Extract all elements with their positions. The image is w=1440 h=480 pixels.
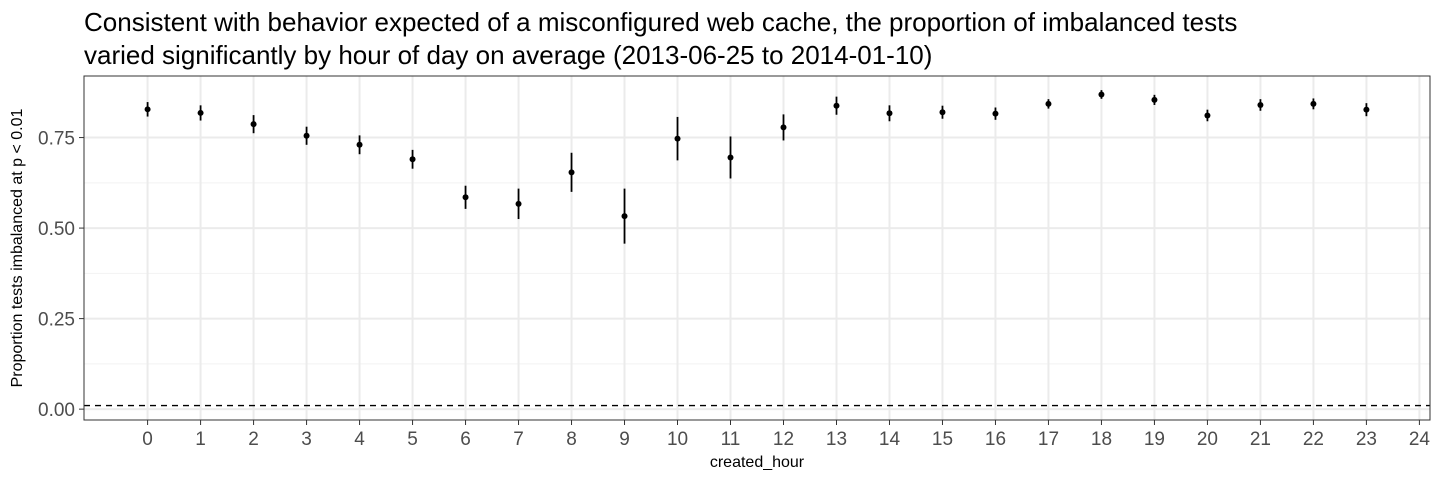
x-tick-label: 3: [301, 429, 312, 450]
x-tick-label: 24: [1409, 429, 1431, 450]
data-point: [1098, 91, 1105, 98]
data-point-group: [1363, 103, 1370, 117]
x-tick-label: 0: [142, 429, 153, 450]
data-point: [144, 106, 151, 113]
x-tick-label: 6: [460, 429, 471, 450]
data-point: [1204, 112, 1211, 119]
data-point-group: [1257, 99, 1264, 111]
data-point-group: [1098, 90, 1105, 99]
x-axis-ticks: 0 1 2 3 4 5 6 7 8 9 10 11 12 13 14 15 16 17 18 19 20 21 22 23 24: [142, 420, 1430, 450]
y-tick-label: 0.75: [38, 129, 75, 150]
data-point-group: [1151, 94, 1158, 105]
x-tick-label: 17: [1038, 429, 1059, 450]
x-tick-label: 22: [1303, 429, 1324, 450]
data-point: [250, 121, 257, 128]
data-point-group: [886, 105, 893, 122]
data-point-group: [780, 114, 787, 141]
x-tick-label: 8: [566, 429, 577, 450]
data-point: [992, 110, 999, 117]
chart-title-line-2: varied significantly by hour of day on a…: [84, 40, 933, 70]
y-tick-label: 0.25: [38, 310, 75, 331]
data-point-group: [1310, 98, 1317, 110]
data-point-group: [992, 107, 999, 120]
data-point: [462, 194, 469, 201]
data-point-group: [462, 185, 469, 209]
data-point: [1257, 101, 1264, 108]
data-point: [356, 141, 363, 148]
data-point: [833, 102, 840, 109]
data-point-group: [144, 102, 151, 117]
data-point-group: [939, 105, 946, 119]
data-marks: [144, 90, 1370, 244]
data-point-group: [356, 135, 363, 155]
x-axis-label: created_hour: [710, 454, 805, 471]
data-point-group: [515, 188, 522, 220]
y-tick-label: 0.50: [38, 219, 75, 240]
data-point-group: [303, 126, 310, 145]
data-point: [939, 109, 946, 116]
x-tick-label: 11: [721, 429, 741, 450]
x-tick-label: 4: [354, 429, 365, 450]
panel-border: [83, 75, 1431, 421]
x-tick-label: 9: [619, 429, 630, 450]
x-tick-label: 13: [826, 429, 847, 450]
data-point-group: [409, 149, 416, 169]
data-point: [197, 109, 204, 116]
data-point: [621, 213, 628, 220]
y-axis-label: Proportion tests imbalanced at p < 0.01: [9, 108, 26, 387]
data-point: [568, 169, 575, 176]
data-point: [1310, 100, 1317, 107]
data-point: [409, 156, 416, 163]
x-tick-label: 15: [932, 429, 953, 450]
data-point: [515, 200, 522, 207]
data-point: [303, 132, 310, 139]
data-point-group: [727, 136, 734, 179]
data-point: [727, 154, 734, 161]
x-tick-label: 23: [1356, 429, 1377, 450]
y-tick-label: 0.00: [38, 400, 75, 421]
data-point: [780, 124, 787, 131]
data-point: [1363, 106, 1370, 113]
chart-title-line-1: Consistent with behavior expected of a m…: [84, 7, 1238, 37]
x-tick-label: 16: [985, 429, 1006, 450]
data-point: [1151, 96, 1158, 103]
x-tick-label: 21: [1250, 429, 1271, 450]
data-point: [886, 110, 893, 117]
y-axis-ticks: 0.00 0.25 0.50 0.75: [38, 129, 84, 421]
x-tick-label: 2: [248, 429, 259, 450]
data-point-group: [1045, 99, 1052, 109]
data-point-group: [197, 105, 204, 121]
data-point-group: [1204, 109, 1211, 122]
x-tick-label: 12: [773, 429, 794, 450]
data-point-group: [621, 188, 628, 244]
data-point-group: [833, 96, 840, 115]
x-tick-label: 10: [667, 429, 688, 450]
x-tick-label: 1: [195, 429, 206, 450]
data-point: [1045, 100, 1052, 107]
data-point-group: [568, 152, 575, 192]
x-tick-label: 14: [879, 429, 901, 450]
x-tick-label: 7: [513, 429, 524, 450]
data-point-group: [250, 115, 257, 134]
x-tick-label: 19: [1144, 429, 1165, 450]
x-tick-label: 20: [1197, 429, 1218, 450]
grid-lines: [84, 76, 1430, 420]
x-tick-label: 5: [407, 429, 418, 450]
data-point: [674, 135, 681, 142]
data-point-group: [674, 116, 681, 161]
chart-title: Consistent with behavior expected of a m…: [84, 6, 1237, 72]
x-tick-label: 18: [1091, 429, 1112, 450]
